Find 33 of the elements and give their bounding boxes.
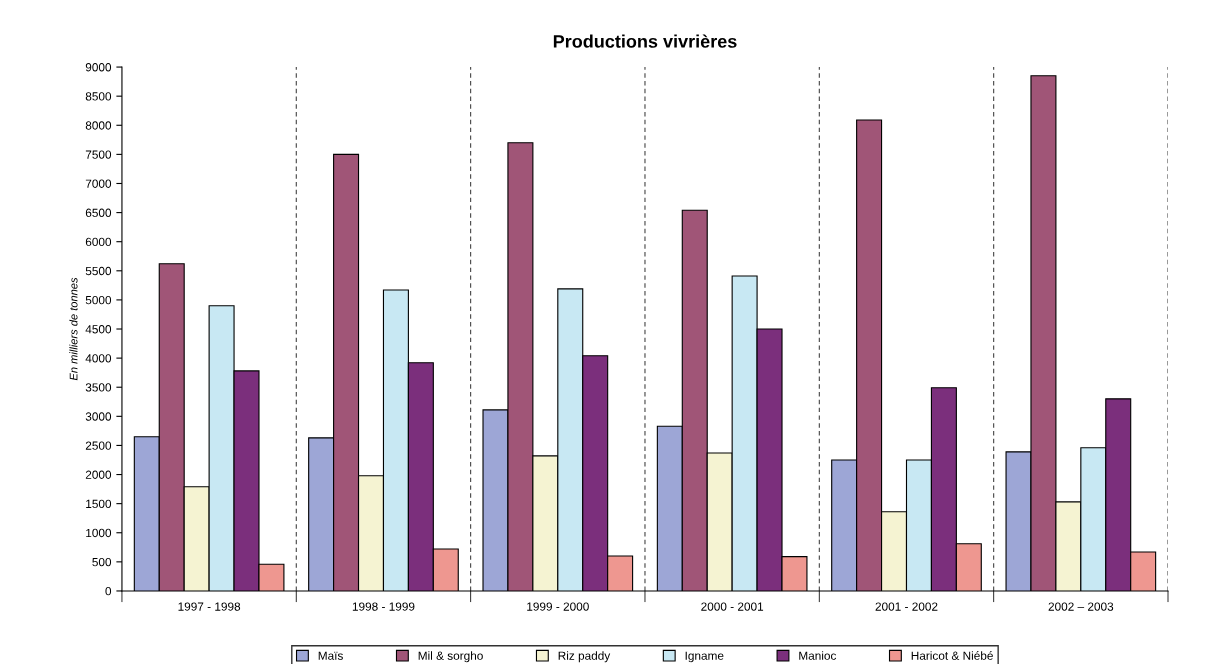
y-tick-label: 4000 xyxy=(85,354,112,363)
legend-label: Mil & sorgho xyxy=(418,651,483,663)
y-tick-label: 500 xyxy=(92,557,112,567)
y-tick-label: 6500 xyxy=(85,208,112,217)
y-tick-label: 9000 xyxy=(85,63,112,72)
y-tick-label: 3000 xyxy=(85,412,112,421)
y-tick-label: 3500 xyxy=(85,383,112,392)
x-tick-label: 2001 - 2002 xyxy=(875,602,938,611)
legend-label: Maïs xyxy=(318,651,343,660)
y-tick-label: 5000 xyxy=(85,295,112,305)
legend-label: Igname xyxy=(685,651,724,663)
legend-label: Riz paddy xyxy=(558,651,611,663)
y-tick-label: 4500 xyxy=(85,325,112,334)
chart-title: Productions vivrières xyxy=(553,34,737,48)
y-tick-label: 2500 xyxy=(85,441,112,450)
y-tick-label: 8500 xyxy=(85,92,112,101)
y-tick-label: 2000 xyxy=(85,470,112,479)
y-tick-label: 7000 xyxy=(85,179,112,188)
y-tick-label: 1500 xyxy=(86,499,112,509)
legend-label: Manioc xyxy=(799,651,837,660)
y-tick-label: 8000 xyxy=(85,121,112,130)
y-tick-label: 1000 xyxy=(86,528,112,538)
x-tick-label: 2002 – 2003 xyxy=(1048,602,1114,611)
y-tick-label: 6000 xyxy=(85,237,112,247)
y-axis-title: En milliers de tonnes xyxy=(69,277,78,381)
y-tick-label: 5500 xyxy=(85,266,112,276)
legend-label: Haricot & Niébé xyxy=(911,651,993,660)
x-tick-label: 2000 - 2001 xyxy=(701,602,764,611)
y-tick-label: 0 xyxy=(105,586,112,596)
x-tick-label: 1997 - 1998 xyxy=(178,602,241,611)
x-tick-label: 1998 - 1999 xyxy=(352,602,415,611)
x-tick-label: 1999 - 2000 xyxy=(527,602,589,611)
y-tick-label: 7500 xyxy=(85,150,112,159)
